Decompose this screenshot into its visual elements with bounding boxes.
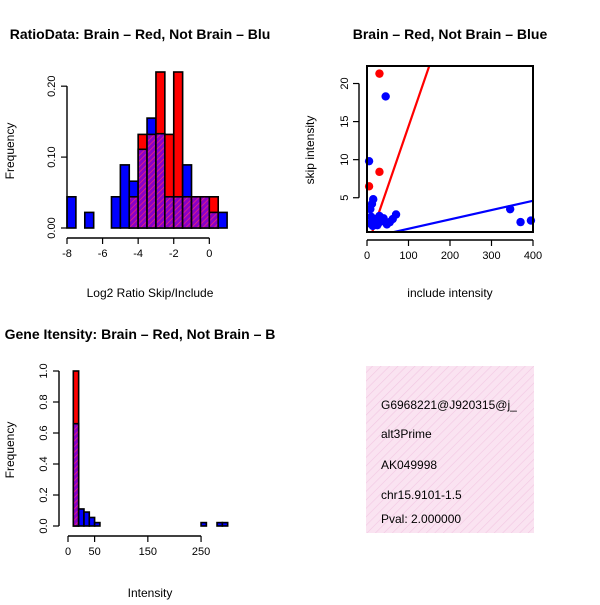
scatter-axes: 0 100 200 300 400 5 10 15 20 <box>339 65 542 262</box>
intensity-histogram-bar <box>200 521 208 527</box>
scatter-xlabel: include intensity <box>407 286 492 300</box>
info-event-type: alt3Prime <box>381 427 432 441</box>
intensity-histogram-title: Gene Itensity: Brain – Red, Not Brain – … <box>5 326 276 342</box>
ratio-histogram-overlap-bar <box>172 196 184 229</box>
intensity-histogram-y-tick-label: 0.0 <box>38 518 50 533</box>
ratio-histogram-axes: -8 -6 -4 -2 0 0.00 0.10 0.20 <box>46 75 212 260</box>
scatter-x-tick-label: 400 <box>524 250 542 262</box>
ratio-histogram-bar <box>83 211 95 229</box>
ratio-histogram-x-tick-label: -4 <box>133 248 143 260</box>
ratio-histogram-overlap-bar <box>164 196 175 229</box>
not-brain-point <box>381 92 390 101</box>
info-location: chr15.9101-1.5 <box>381 488 462 502</box>
scatter-title: Brain – Red, Not Brain – Blue <box>353 26 548 42</box>
intensity-histogram-axes: 0 50 150 250 0.0 0.2 0.4 0.6 0.8 1.0 <box>38 363 210 558</box>
intensity-scatter-panel: Brain – Red, Not Brain – Blue 0 100 200 300… <box>303 26 547 300</box>
scatter-points <box>364 69 536 231</box>
not-brain-point <box>373 220 382 230</box>
not-brain-point <box>505 204 515 214</box>
scatter-x-tick-label: 0 <box>364 250 370 262</box>
info-pval: Pval: 2.000000 <box>381 512 461 526</box>
scatter-y-tick-label: 5 <box>339 195 351 201</box>
brain-point <box>375 69 384 78</box>
scatter-y-tick-label: 10 <box>339 154 351 166</box>
scatter-y-tick-label: 15 <box>339 115 351 127</box>
intensity-histogram-x-tick-label: 250 <box>192 546 210 558</box>
scatter-ylabel: skip intensity <box>303 116 317 185</box>
intensity-histogram-panel: Gene Itensity: Brain – Red, Not Brain – … <box>3 326 275 600</box>
ratio-histogram-overlap-bar <box>146 133 157 229</box>
ratio-histogram-x-tick-label: -8 <box>62 248 72 260</box>
intensity-histogram-x-tick-label: 150 <box>139 546 157 558</box>
scatter-y-tick-label: 20 <box>339 77 351 89</box>
scatter-x-tick-label: 200 <box>441 250 459 262</box>
not-brain-point <box>516 217 525 227</box>
ratio-histogram-bar <box>110 196 122 229</box>
intensity-histogram-y-tick-label: 1.0 <box>38 363 50 378</box>
ratio-histogram-overlap-bar <box>190 196 202 229</box>
intensity-histogram-y-tick-label: 0.8 <box>38 394 50 409</box>
ratio-histogram-xlabel: Log2 Ratio Skip/Include <box>87 286 214 300</box>
not-brain-point <box>369 195 378 204</box>
intensity-histogram-y-tick-label: 0.6 <box>38 425 50 440</box>
scatter-x-tick-label: 300 <box>482 250 500 262</box>
intensity-histogram-ylabel: Frequency <box>3 422 17 479</box>
ratio-histogram-x-tick-label: -6 <box>98 248 108 260</box>
ratio-histogram-ylabel: Frequency <box>3 123 17 180</box>
ratio-histogram-title: RatioData: Brain – Red, Not Brain – Blu <box>10 26 271 42</box>
not-brain-point <box>366 219 375 228</box>
ratio-histogram-overlap-bar <box>199 196 211 229</box>
intensity-histogram-bar <box>221 521 229 527</box>
ratio-histogram-x-tick-label: 0 <box>206 248 212 260</box>
ratio-histogram-overlap-bar <box>128 196 139 229</box>
intensity-histogram-bars <box>72 370 229 527</box>
ratio-histogram-bar <box>119 164 131 229</box>
ratio-histogram-panel: RatioData: Brain – Red, Not Brain – Blu … <box>3 26 270 300</box>
intensity-histogram-overlap-bar <box>72 422 80 527</box>
ratio-histogram-y-tick-label: 0.10 <box>46 146 58 167</box>
ratio-histogram-bars <box>66 71 228 229</box>
ratio-histogram-overlap-bar <box>181 196 193 229</box>
ratio-histogram-y-tick-label: 0.00 <box>46 217 58 238</box>
brain-point <box>375 167 384 177</box>
ratio-histogram-y-tick-label: 0.20 <box>46 75 58 96</box>
ratio-histogram-x-tick-label: -2 <box>169 248 179 260</box>
ratio-histogram-overlap-bar <box>137 148 148 229</box>
intensity-histogram-bar <box>88 516 96 527</box>
not-brain-point <box>375 211 384 221</box>
info-gene-id: G6968221@J920315@j_ <box>381 398 517 412</box>
scatter-x-tick-label: 100 <box>399 250 417 262</box>
intensity-histogram-y-tick-label: 0.4 <box>38 456 50 471</box>
intensity-histogram-y-tick-label: 0.2 <box>38 487 50 502</box>
not-brain-point <box>391 210 401 219</box>
scatter-frame <box>366 65 534 233</box>
intensity-histogram-x-tick-label: 0 <box>65 546 71 558</box>
info-panel: G6968221@J920315@j_ alt3Prime AK049998 c… <box>366 366 534 533</box>
ratio-histogram-overlap-bar <box>208 211 220 229</box>
intensity-histogram-x-tick-label: 50 <box>88 546 100 558</box>
info-accession: AK049998 <box>381 458 437 472</box>
ratio-histogram-bar <box>66 196 77 229</box>
ratio-histogram-bar <box>217 211 228 229</box>
intensity-histogram-bar <box>93 521 101 527</box>
info-background <box>366 366 534 533</box>
intensity-histogram-xlabel: Intensity <box>128 586 173 600</box>
ratio-histogram-overlap-bar <box>155 132 166 229</box>
